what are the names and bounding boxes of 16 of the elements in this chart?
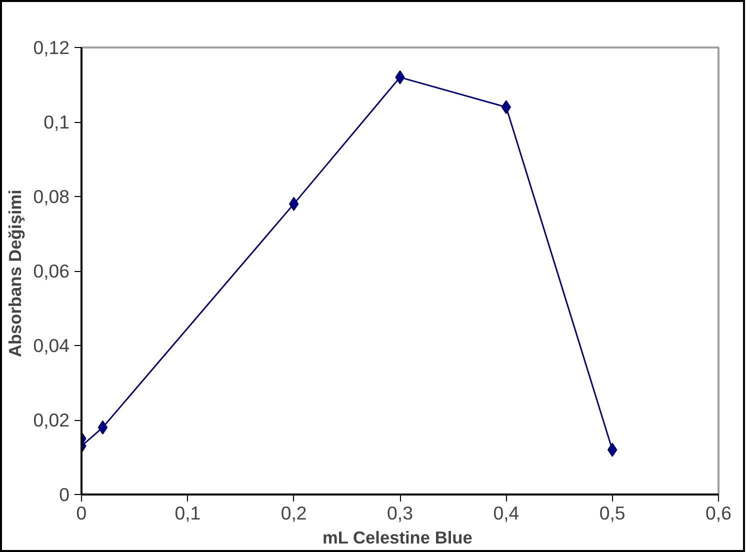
x-tick-label: 0,6 <box>706 502 732 524</box>
x-tick-label: 0,5 <box>599 502 626 524</box>
y-tick-label: 0,08 <box>33 186 70 207</box>
x-tick-label: 0 <box>76 502 87 524</box>
x-tick-label: 0,1 <box>174 502 201 524</box>
y-axis-title: Absorbans Değişimi <box>5 190 26 358</box>
y-tick-label: 0 <box>59 484 70 505</box>
y-tick-label: 0,02 <box>33 410 70 430</box>
y-tick-label: 0,04 <box>33 335 70 356</box>
y-tick-label: 0,06 <box>33 260 70 282</box>
x-tick-label: 0,4 <box>493 502 520 524</box>
x-axis-title: mL Celestine Blue <box>322 528 473 548</box>
x-tick-label: 0,3 <box>387 502 413 524</box>
y-tick-label: 0,12 <box>33 37 70 58</box>
x-tick-label: 0,2 <box>280 502 307 524</box>
y-tick-label: 0,1 <box>44 112 70 132</box>
